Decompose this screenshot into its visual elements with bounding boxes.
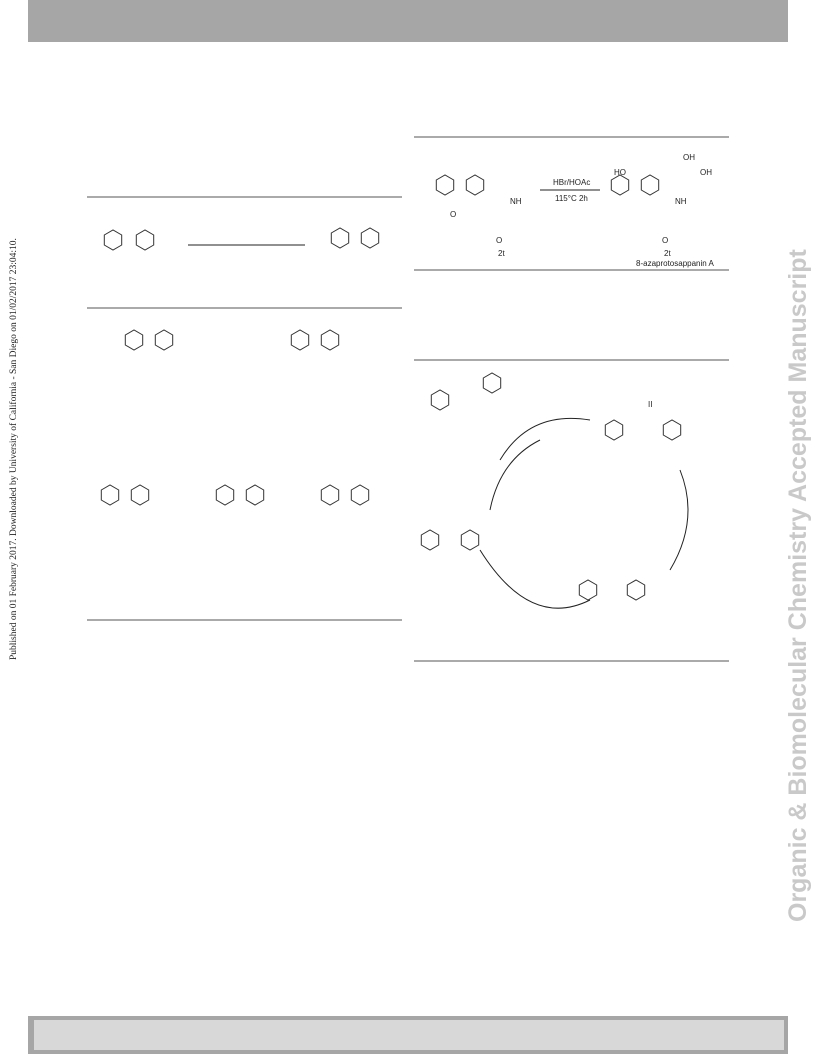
ring (350, 484, 370, 506)
ring (626, 579, 646, 601)
compound-name: 8-azaprotosappanin A (636, 259, 715, 268)
atom: OH (683, 153, 695, 162)
ring (578, 579, 598, 601)
ring (245, 484, 265, 506)
ring (610, 174, 630, 196)
cycle-arrow (479, 549, 591, 609)
ring (290, 329, 310, 351)
ring (320, 484, 340, 506)
ring (130, 484, 150, 506)
ring (320, 329, 340, 351)
structures (100, 174, 682, 601)
rules (87, 136, 729, 662)
ring (135, 229, 155, 251)
conditions: 115°C 2h (555, 194, 588, 203)
atom: O (662, 236, 668, 245)
ring (640, 174, 660, 196)
cycle-arrow (669, 469, 689, 571)
ring (103, 229, 123, 251)
atom: NH (510, 197, 522, 206)
ring (662, 419, 682, 441)
ring (460, 529, 480, 551)
ring (100, 484, 120, 506)
cycle-arrow (499, 417, 591, 461)
atom: O (450, 210, 456, 219)
scheme-labels: HBr/HOAc 115°C 2h NH O O 2t NH OH OH HO … (450, 153, 715, 409)
side-note: Published on 01 February 2017. Downloade… (8, 238, 19, 660)
arrows (188, 189, 689, 609)
compound-label: 2t (498, 249, 505, 258)
ring (435, 174, 455, 196)
reagent: HBr/HOAc (553, 178, 590, 187)
ring (482, 372, 502, 394)
ring (360, 227, 380, 249)
atom: HO (614, 168, 626, 177)
ring (420, 529, 440, 551)
marker: II (648, 400, 652, 409)
ring (430, 389, 450, 411)
atom: O (496, 236, 502, 245)
watermark: Organic & Biomolecular Chemistry Accepte… (784, 248, 812, 922)
footer-inner (34, 1020, 784, 1050)
header-bar (28, 0, 788, 42)
ring (215, 484, 235, 506)
atom: OH (700, 168, 712, 177)
ring (604, 419, 624, 441)
cycle-arrow (489, 439, 541, 511)
atom: NH (675, 197, 687, 206)
ring (465, 174, 485, 196)
compound-label: 2t (664, 249, 671, 258)
ring (154, 329, 174, 351)
ring (124, 329, 144, 351)
ring (330, 227, 350, 249)
